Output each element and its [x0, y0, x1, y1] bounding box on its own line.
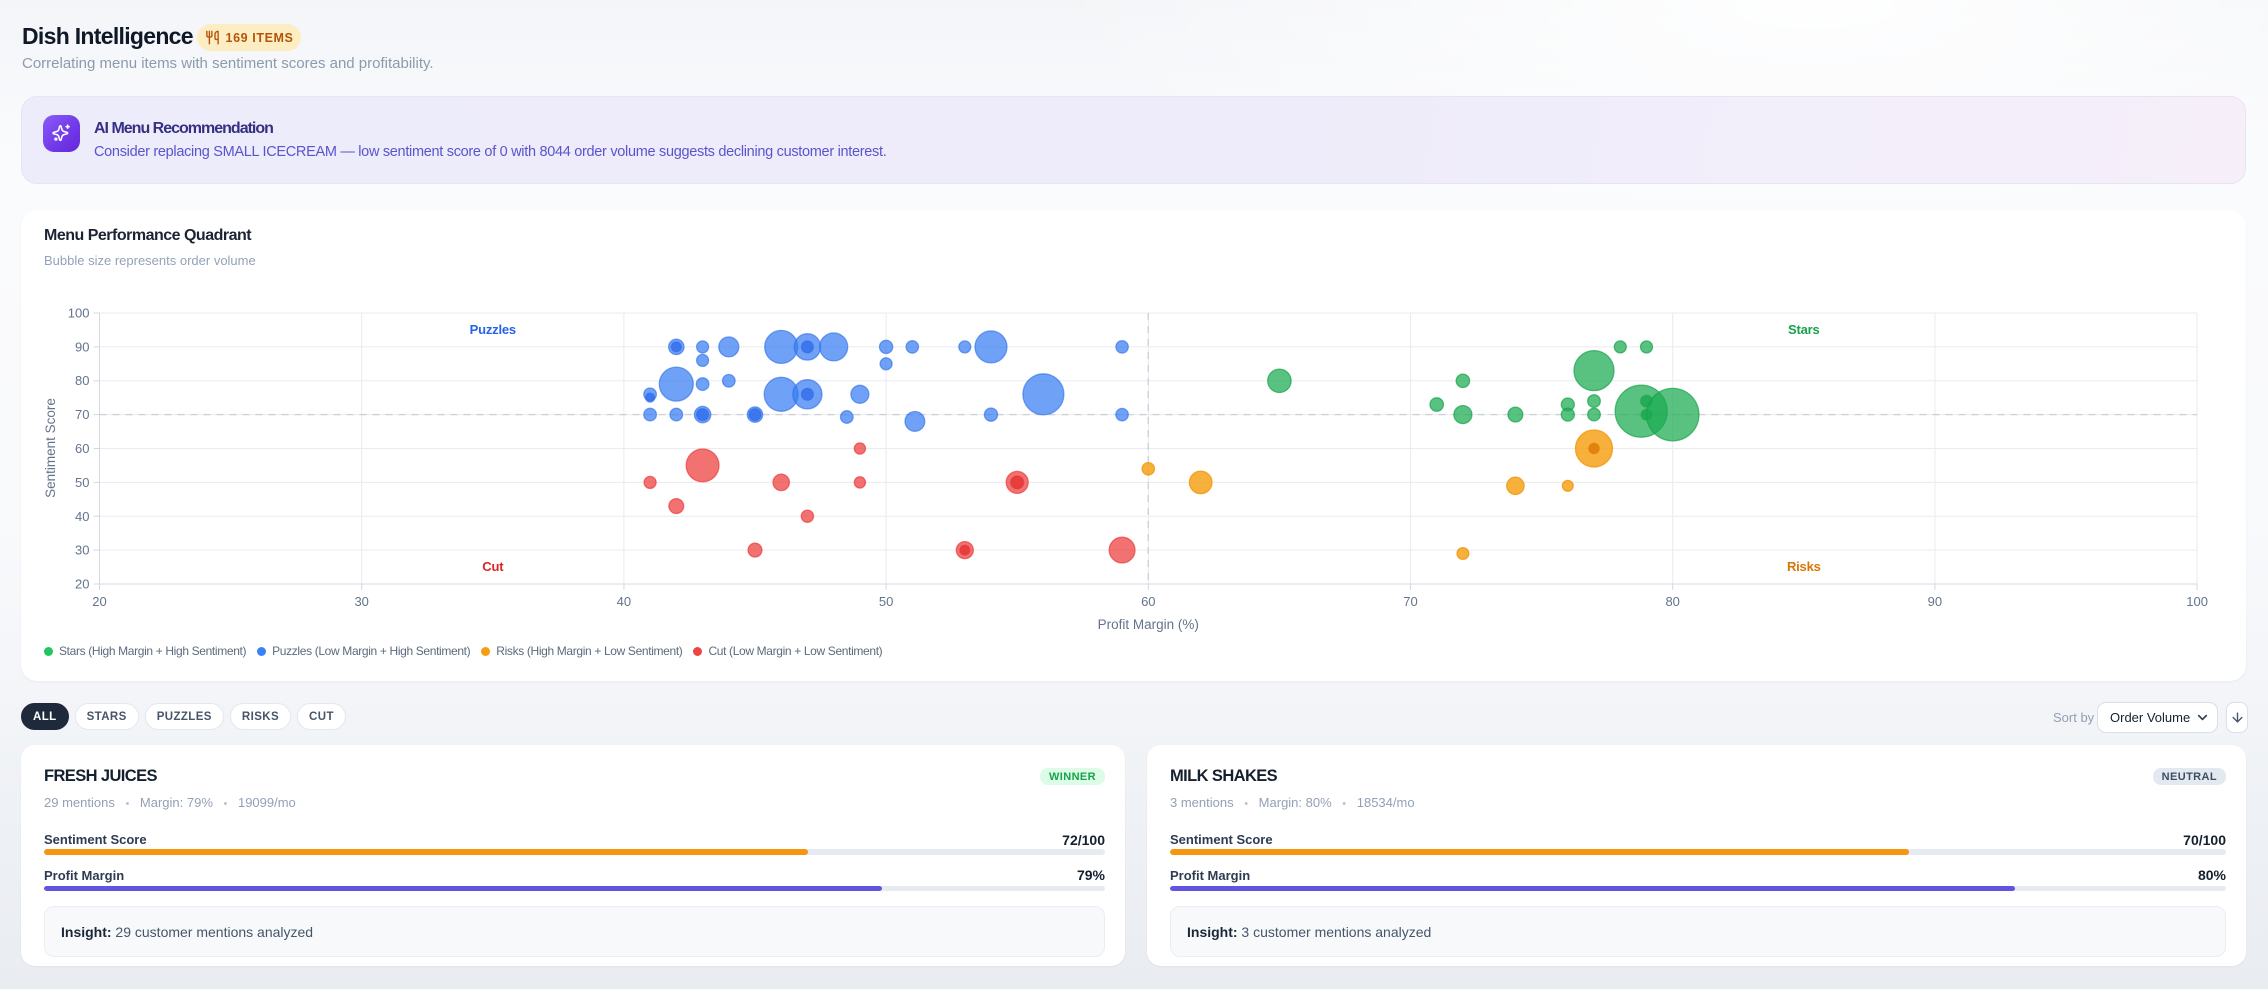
- svg-text:50: 50: [879, 594, 893, 609]
- svg-text:60: 60: [75, 441, 89, 456]
- svg-text:20: 20: [92, 594, 106, 609]
- svg-text:30: 30: [75, 543, 89, 558]
- svg-text:60: 60: [1141, 594, 1155, 609]
- svg-text:90: 90: [1928, 594, 1942, 609]
- svg-text:100: 100: [2186, 594, 2208, 609]
- svg-text:50: 50: [75, 475, 89, 490]
- svg-text:Sentiment Score: Sentiment Score: [43, 398, 58, 498]
- svg-text:20: 20: [75, 577, 89, 592]
- svg-text:Risks: Risks: [1787, 559, 1821, 574]
- svg-text:80: 80: [1665, 594, 1679, 609]
- svg-text:Stars: Stars: [1788, 322, 1820, 337]
- svg-text:90: 90: [75, 339, 89, 354]
- svg-text:40: 40: [617, 594, 631, 609]
- svg-text:30: 30: [354, 594, 368, 609]
- svg-text:80: 80: [75, 373, 89, 388]
- svg-text:Profit Margin (%): Profit Margin (%): [1098, 617, 1199, 632]
- svg-text:70: 70: [75, 407, 89, 422]
- svg-text:40: 40: [75, 509, 89, 524]
- svg-text:Puzzles: Puzzles: [470, 322, 516, 337]
- svg-text:100: 100: [68, 306, 90, 321]
- svg-text:Cut: Cut: [482, 559, 504, 574]
- svg-text:70: 70: [1403, 594, 1417, 609]
